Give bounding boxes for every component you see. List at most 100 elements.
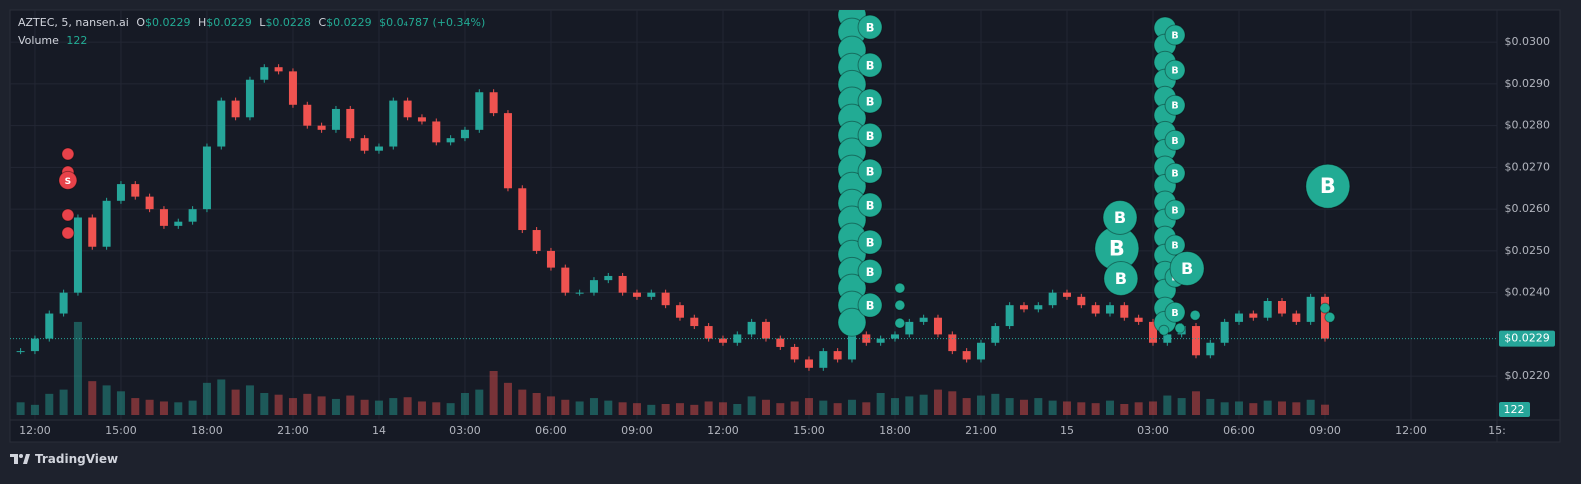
- ohlc-value: $0.0228: [265, 16, 311, 29]
- volume-bar: [862, 402, 871, 415]
- y-tick-label: $0.0250: [1505, 244, 1551, 257]
- trade-marker: [894, 317, 906, 329]
- volume-bar: [403, 397, 412, 415]
- trade-marker: [1324, 311, 1336, 323]
- volume-bar: [432, 402, 441, 415]
- candle: [88, 217, 97, 247]
- volume-bar: [575, 401, 584, 415]
- candle: [417, 117, 426, 122]
- trade-marker-label: B: [1171, 31, 1178, 42]
- trade-marker: [1164, 129, 1186, 151]
- candle: [933, 317, 942, 335]
- grid: [10, 10, 1498, 420]
- candle: [1077, 296, 1086, 306]
- trade-marker: [1164, 94, 1186, 116]
- candle: [790, 346, 799, 360]
- volume-bar: [546, 396, 555, 415]
- x-tick-label: 21:00: [277, 424, 309, 437]
- trade-marker: [837, 307, 867, 337]
- x-tick-label: 06:00: [1223, 424, 1255, 437]
- candle: [260, 67, 269, 80]
- volume-bar: [1277, 401, 1286, 415]
- trade-marker: [1164, 59, 1186, 81]
- candle: [131, 184, 140, 197]
- trade-marker-label: B: [1114, 208, 1126, 227]
- trade-marker-label: B: [1181, 259, 1193, 278]
- volume-bar: [1206, 398, 1215, 415]
- trade-marker: [61, 147, 75, 161]
- symbol: AZTEC, 5, nansen.ai: [18, 16, 129, 29]
- candle: [618, 275, 627, 293]
- trade-marker: [894, 299, 906, 311]
- candle: [1105, 305, 1114, 314]
- volume-bar: [417, 401, 426, 415]
- candle: [890, 334, 899, 339]
- volume-bar: [475, 389, 484, 415]
- volume-bar: [876, 393, 885, 415]
- volume-bar: [1220, 402, 1229, 415]
- volume-bar: [761, 399, 770, 415]
- trade-marker: [61, 208, 75, 222]
- volume-bar: [73, 321, 82, 415]
- x-tick-label: 12:00: [19, 424, 51, 437]
- volume-bar: [1105, 400, 1114, 415]
- volume-bar: [374, 400, 383, 415]
- candle: [546, 250, 555, 268]
- x-tick-label: 18:00: [191, 424, 223, 437]
- candle: [30, 338, 39, 352]
- x-tick-label: 18:00: [879, 424, 911, 437]
- candle: [575, 292, 584, 294]
- candle: [905, 321, 914, 335]
- volume-bar: [274, 394, 283, 415]
- x-tick-label: 15: [1060, 424, 1074, 437]
- candle: [876, 338, 885, 343]
- volume-bar: [159, 401, 168, 415]
- volume-bar: [1091, 403, 1100, 415]
- x-tick-label: 12:00: [1395, 424, 1427, 437]
- candle: [360, 138, 369, 151]
- candle: [202, 146, 211, 210]
- volume-bar: [360, 399, 369, 415]
- volume-bar: [1048, 400, 1057, 415]
- branding: TradingView: [10, 452, 118, 466]
- candle: [245, 79, 254, 118]
- volume-bar: [1019, 399, 1028, 415]
- y-tick-label: $0.0290: [1505, 77, 1551, 90]
- candle: [274, 67, 283, 72]
- candle: [460, 129, 469, 139]
- chart-pane: [9, 9, 1561, 443]
- trade-marker: [1174, 322, 1186, 334]
- y-tick-label: $0.0240: [1505, 286, 1551, 299]
- volume-bar: [747, 396, 756, 415]
- candle: [847, 334, 856, 360]
- volume-bar: [331, 398, 340, 415]
- volume-value: 122: [66, 34, 88, 47]
- candle: [704, 326, 713, 339]
- candle: [1163, 334, 1172, 343]
- candle: [16, 351, 25, 353]
- trade-marker: [1158, 324, 1170, 336]
- candle: [647, 292, 656, 297]
- change: $0.0₄787 (+0.34%): [379, 16, 486, 29]
- trade-marker: [1164, 301, 1186, 323]
- trade-marker-label: B: [1320, 174, 1336, 198]
- candle: [1292, 313, 1301, 322]
- candle: [804, 359, 813, 368]
- trade-marker: [857, 192, 883, 218]
- candle: [174, 221, 183, 226]
- candle: [518, 188, 527, 231]
- trade-marker-label: B: [1171, 136, 1178, 147]
- volume-bar: [1191, 391, 1200, 415]
- volume-label: Volume: [18, 34, 59, 47]
- candle: [833, 351, 842, 360]
- trade-marker: [1164, 162, 1186, 184]
- volume-bar: [690, 404, 699, 415]
- volume-bar: [632, 403, 641, 415]
- ohlc-key: H: [198, 16, 207, 29]
- candle-layer: [10, 64, 1497, 371]
- legend-row: Volume 122: [18, 32, 489, 50]
- trade-marker-label: B: [1171, 169, 1178, 180]
- candle: [1062, 292, 1071, 297]
- trade-marker: [857, 122, 883, 148]
- volume-bar: [389, 398, 398, 415]
